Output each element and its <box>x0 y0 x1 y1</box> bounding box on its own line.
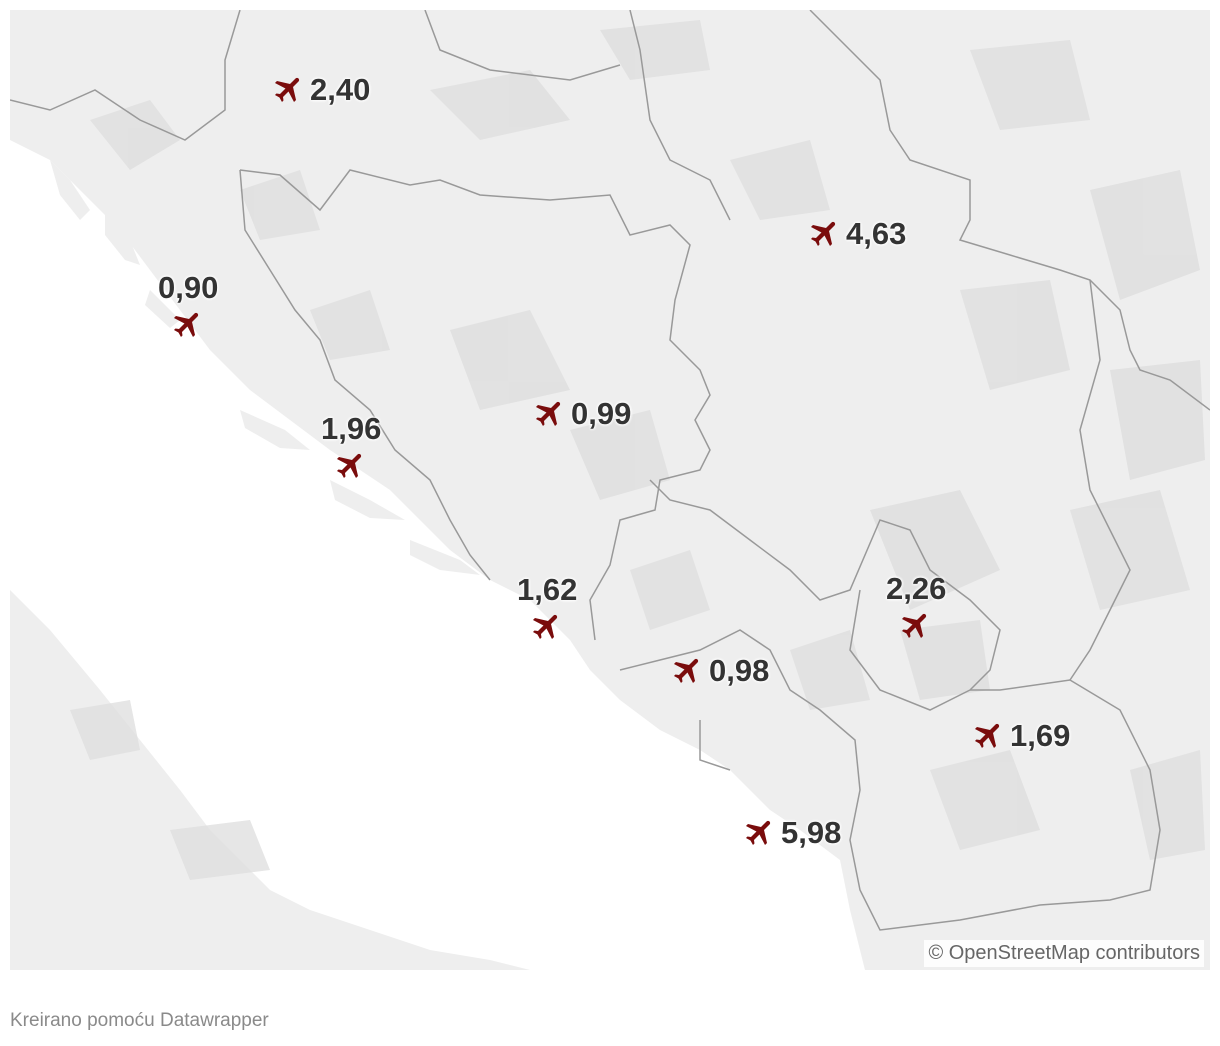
marker-value: 1,69 <box>1010 717 1071 753</box>
marker-value: 1,96 <box>321 411 382 446</box>
marker-0-99[interactable]: 0,99 <box>533 396 631 430</box>
airplane-icon <box>171 307 205 341</box>
airplane-icon <box>899 608 933 642</box>
marker-value: 1,62 <box>517 572 578 607</box>
footer-credit[interactable]: Kreirano pomoću Datawrapper <box>10 1010 269 1031</box>
marker-1-62[interactable]: 1,62 <box>517 574 577 643</box>
marker-0-98[interactable]: 0,98 <box>671 653 769 687</box>
country-borders <box>10 10 1210 931</box>
airplane-icon <box>272 72 306 106</box>
marker-1-96[interactable]: 1,96 <box>321 413 381 482</box>
map-attribution[interactable]: © OpenStreetMap contributors <box>924 940 1204 967</box>
airplane-icon <box>530 609 564 643</box>
basemap <box>10 10 1210 970</box>
marker-2-26[interactable]: 2,26 <box>886 573 946 642</box>
marker-value: 2,26 <box>886 571 947 606</box>
islands <box>50 160 480 575</box>
marker-value: 0,99 <box>571 395 632 431</box>
marker-1-69[interactable]: 1,69 <box>972 718 1070 752</box>
marker-value: 2,40 <box>310 71 371 107</box>
airplane-icon <box>334 448 368 482</box>
marker-value: 5,98 <box>781 814 842 850</box>
airplane-icon <box>808 216 842 250</box>
marker-4-63[interactable]: 4,63 <box>808 216 906 250</box>
marker-0-90[interactable]: 0,90 <box>158 272 218 341</box>
marker-value: 0,90 <box>158 270 219 305</box>
marker-value: 0,98 <box>709 652 770 688</box>
marker-5-98[interactable]: 5,98 <box>743 815 841 849</box>
airplane-icon <box>972 718 1006 752</box>
marker-2-40[interactable]: 2,40 <box>272 72 370 106</box>
terrain <box>70 20 1205 880</box>
airplane-icon <box>743 815 777 849</box>
map[interactable]: 2,40 4,63 0,90 0,99 1,96 1,62 0,98 2,26 … <box>10 10 1210 970</box>
marker-value: 4,63 <box>846 215 907 251</box>
land-italy <box>10 590 530 970</box>
airplane-icon <box>533 396 567 430</box>
airplane-icon <box>671 653 705 687</box>
